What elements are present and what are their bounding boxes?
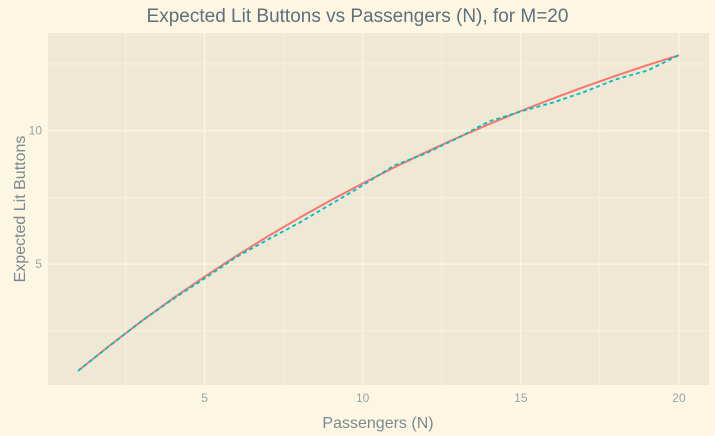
x-axis-title: Passengers (N) bbox=[322, 415, 433, 432]
series-layer bbox=[77, 54, 680, 372]
x-tick-label: 10 bbox=[356, 391, 370, 405]
x-tick-label: 20 bbox=[672, 391, 686, 405]
major-gridlines bbox=[48, 33, 709, 385]
y-axis-title: Expected Lit Buttons bbox=[12, 136, 29, 283]
plot-panel bbox=[48, 33, 709, 385]
series-line-dashed bbox=[77, 54, 680, 372]
minor-gridlines bbox=[48, 33, 709, 385]
x-tick-label: 5 bbox=[201, 391, 208, 405]
y-tick-label: 5 bbox=[35, 257, 42, 271]
x-tick-label: 15 bbox=[514, 391, 528, 405]
y-tick-label: 10 bbox=[29, 124, 43, 138]
chart-title: Expected Lit Buttons vs Passengers (N), … bbox=[146, 6, 569, 27]
tick-labels: 5 10 15 20 5 10 bbox=[29, 124, 686, 405]
